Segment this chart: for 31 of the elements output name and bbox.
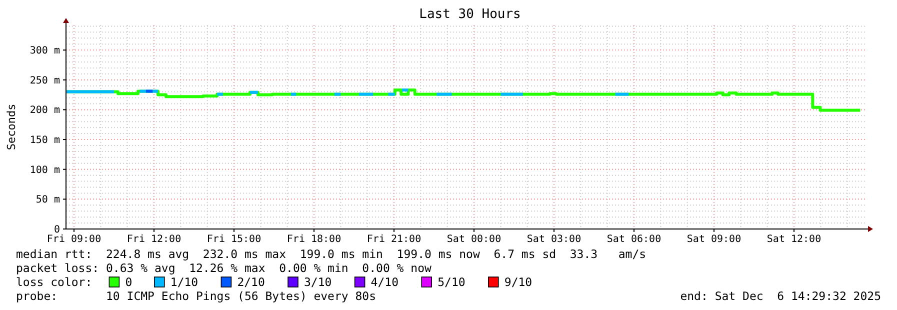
x-tick-label: Sat 00:00 — [446, 234, 502, 245]
x-tick-label: Sat 03:00 — [526, 234, 582, 245]
legend-label: 5/10 — [438, 275, 466, 289]
legend-label: 0 — [125, 275, 132, 289]
x-tick-label: Fri 15:00 — [206, 234, 262, 245]
legend-label: 4/10 — [370, 275, 399, 289]
legend-label: 2/10 — [237, 275, 265, 289]
y-tick-label: 0 — [54, 224, 60, 236]
y-tick-label: 100 m — [30, 164, 60, 176]
y-tick-label: 300 m — [30, 46, 60, 57]
x-tick-label: Fri 21:00 — [366, 234, 422, 245]
y-tick-label: 250 m — [30, 75, 60, 86]
legend-title: loss color: — [16, 275, 92, 289]
chart-title: Last 30 Hours — [419, 7, 521, 22]
x-tick-label: Fri 09:00 — [46, 234, 102, 245]
y-axis-title: Seconds — [5, 104, 18, 150]
legend-label: 3/10 — [304, 275, 332, 289]
legend-label: 1/10 — [170, 275, 198, 289]
text: median rtt: 224.8 ms avg 232.0 ms max 199.0 ms min 199.0 ms now 6.7 ms sd 33.3 am/s — [16, 247, 646, 261]
x-tick-label: Sat 06:00 — [606, 234, 662, 245]
legend-label: 9/10 — [504, 275, 532, 289]
x-tick-label: Sat 12:00 — [766, 234, 822, 245]
text: packet loss: 0.63 % avg 12.26 % max 0.00 % min 0.00 % now — [16, 261, 432, 275]
y-tick-label: 200 m — [30, 105, 60, 116]
y-tick-label: 50 m — [36, 194, 60, 206]
x-tick-label: Fri 12:00 — [126, 234, 182, 245]
x-tick-label: Sat 09:00 — [686, 234, 742, 245]
text: end: Sat Dec 6 14:29:32 2025 — [680, 289, 881, 303]
x-tick-label: Fri 18:00 — [286, 234, 342, 245]
text: probe: 10 ICMP Echo Pings (56 Bytes) every 80s — [16, 289, 376, 303]
y-tick-label: 150 m — [30, 135, 60, 146]
